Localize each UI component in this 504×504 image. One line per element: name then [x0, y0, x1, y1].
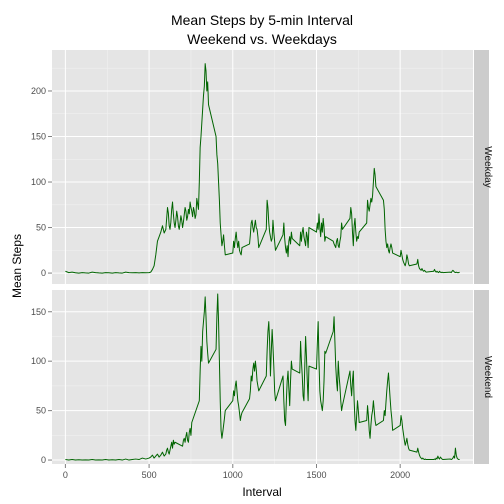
y-axis-title: Mean Steps: [10, 234, 24, 298]
x-axis-title: Interval: [242, 485, 281, 499]
series-line-weekday: [65, 63, 460, 274]
y-tick-label: 100: [31, 356, 46, 366]
y-tick-label: 100: [31, 177, 46, 187]
x-tick-label: 2000: [390, 470, 410, 480]
series-line-weekend: [65, 293, 460, 461]
x-tick-label: 1000: [223, 470, 243, 480]
x-tick-label: 1500: [306, 470, 326, 480]
y-tick-label: 150: [31, 131, 46, 141]
facet-panel-weekend: 0 50 100 150 Weekend 0 500 1000 1500 2000: [31, 290, 493, 480]
y-tick-label: 50: [36, 406, 46, 416]
x-tick-label: 500: [142, 470, 157, 480]
panel-background: [52, 50, 473, 284]
facet-strip-label: Weekend: [482, 356, 493, 398]
chart-title-line-1: Mean Steps by 5-min Interval: [171, 12, 353, 28]
y-tick-label: 0: [41, 455, 46, 465]
y-tick-label: 200: [31, 86, 46, 96]
facet-panels: 0 50 100 150 200 Weekday 0 50 100 150 Weekend 0 500 1…: [31, 50, 493, 480]
facet-panel-weekday: 0 50 100 150 200 Weekday: [31, 50, 493, 284]
y-tick-label: 150: [31, 307, 46, 317]
facet-strip-label: Weekday: [482, 146, 493, 188]
y-tick-label: 0: [41, 268, 46, 278]
y-tick-label: 50: [36, 223, 46, 233]
chart-title-line-2: Weekend vs. Weekdays: [187, 31, 337, 47]
facet-strip: [474, 50, 489, 284]
facet-strip: [474, 290, 489, 464]
x-tick-label: 0: [63, 470, 68, 480]
panel-background: [52, 290, 473, 464]
